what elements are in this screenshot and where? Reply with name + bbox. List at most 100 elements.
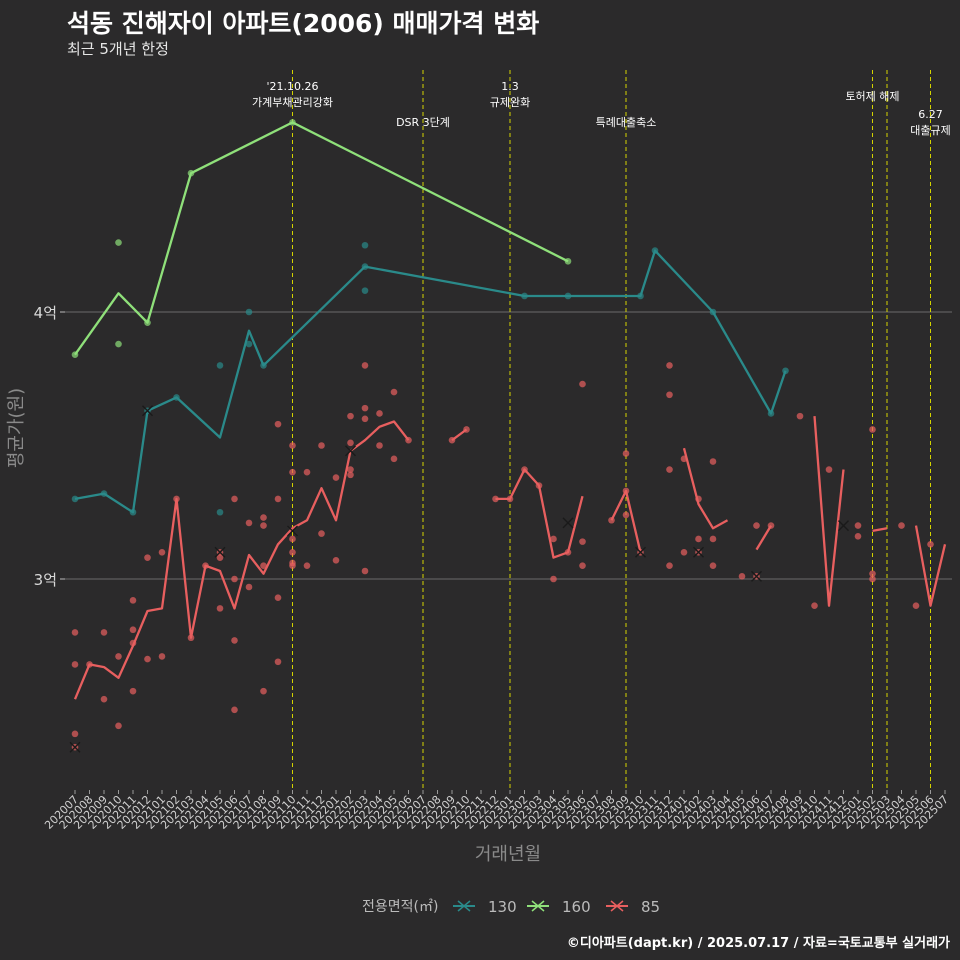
event-label: 규제완화 (490, 96, 530, 109)
data-point (260, 522, 267, 529)
series-160 (71, 119, 572, 359)
data-point (129, 687, 137, 695)
data-point (854, 522, 862, 529)
cross-marker (562, 517, 574, 529)
series-line (755, 525, 772, 551)
y-axis-title: 평균가(원) (6, 388, 27, 468)
data-point (245, 340, 253, 348)
data-point (158, 549, 166, 556)
data-point (796, 412, 804, 420)
series-line (914, 525, 947, 607)
data-point (622, 450, 630, 457)
data-point (825, 466, 833, 473)
cross-marker (693, 546, 704, 558)
data-point (550, 575, 557, 583)
data-point (579, 538, 586, 545)
data-point (245, 519, 253, 527)
data-point (579, 562, 586, 569)
legend-item-85: 85 (606, 898, 660, 916)
data-point (71, 495, 79, 503)
data-point (260, 514, 267, 521)
series-line (682, 447, 729, 530)
data-point (680, 549, 688, 556)
data-point (144, 655, 151, 663)
cross-stroke (751, 570, 762, 582)
data-point (332, 557, 340, 564)
cross-marker (69, 741, 81, 753)
data-point (869, 570, 876, 577)
source-caption: ©디아파트(dapt.kr) / 2025.07.17 / 자료=국토교통부 실… (566, 936, 950, 951)
data-point (158, 653, 166, 660)
series-line (813, 416, 845, 607)
data-point (390, 388, 398, 396)
data-point (709, 458, 717, 465)
series-85 (69, 362, 947, 753)
data-point (666, 391, 673, 399)
cross-marker (287, 525, 298, 537)
cross-marker (142, 405, 153, 417)
data-point (347, 439, 354, 447)
legend-key-cross (531, 900, 545, 912)
data-point (376, 442, 383, 449)
event-label: 특례대출축소 (596, 116, 657, 129)
data-point (347, 466, 354, 473)
y-tick-label: 3억 (34, 571, 57, 589)
series-line (74, 249, 787, 514)
event-label: 1.3 (501, 80, 519, 93)
data-point (361, 415, 369, 423)
data-point (361, 241, 369, 249)
data-point (318, 442, 325, 449)
data-point (274, 420, 282, 428)
series-line (495, 468, 584, 559)
y-tick-label: 4억 (34, 304, 57, 322)
data-point (274, 658, 282, 666)
data-point (390, 455, 398, 463)
data-point (260, 687, 267, 695)
cross-marker (838, 520, 849, 532)
event-label: DSR 3단계 (396, 116, 450, 129)
event-label: 대출규제 (910, 124, 950, 137)
event-label: 토허제 해제 (845, 89, 899, 103)
series-line (74, 121, 569, 356)
data-point (361, 404, 369, 412)
cross-stroke (142, 405, 153, 417)
data-point (129, 626, 137, 634)
data-point (274, 594, 282, 601)
data-point (854, 532, 862, 540)
series-line (872, 527, 888, 533)
legend-title: 전용면적(㎡) (362, 899, 438, 915)
data-point (245, 308, 253, 316)
data-point (666, 562, 673, 569)
data-point (216, 508, 224, 516)
data-point (550, 535, 557, 543)
data-point (289, 535, 296, 543)
cross-stroke (287, 525, 298, 537)
data-point (289, 442, 296, 449)
data-point (71, 661, 79, 668)
data-point (622, 511, 630, 519)
legend-item-130: 130 (453, 898, 517, 916)
data-point (144, 554, 151, 561)
legend-key-cross (457, 900, 471, 912)
cross-marker (751, 570, 762, 582)
data-point (100, 629, 108, 636)
data-point (695, 535, 702, 543)
data-point (898, 522, 905, 529)
data-point (289, 562, 296, 569)
data-point (289, 468, 296, 476)
data-point (376, 410, 383, 417)
data-point (260, 562, 267, 569)
data-point (216, 362, 224, 369)
cross-stroke (635, 546, 646, 558)
cross-stroke (69, 741, 81, 753)
cross-marker (345, 445, 356, 457)
data-point (361, 362, 369, 369)
data-point (361, 567, 369, 575)
cross-stroke (838, 520, 849, 532)
legend-key-cross (610, 900, 624, 912)
data-point (361, 287, 369, 294)
data-point (869, 426, 876, 433)
cross-marker (214, 546, 226, 558)
data-point (709, 535, 717, 543)
